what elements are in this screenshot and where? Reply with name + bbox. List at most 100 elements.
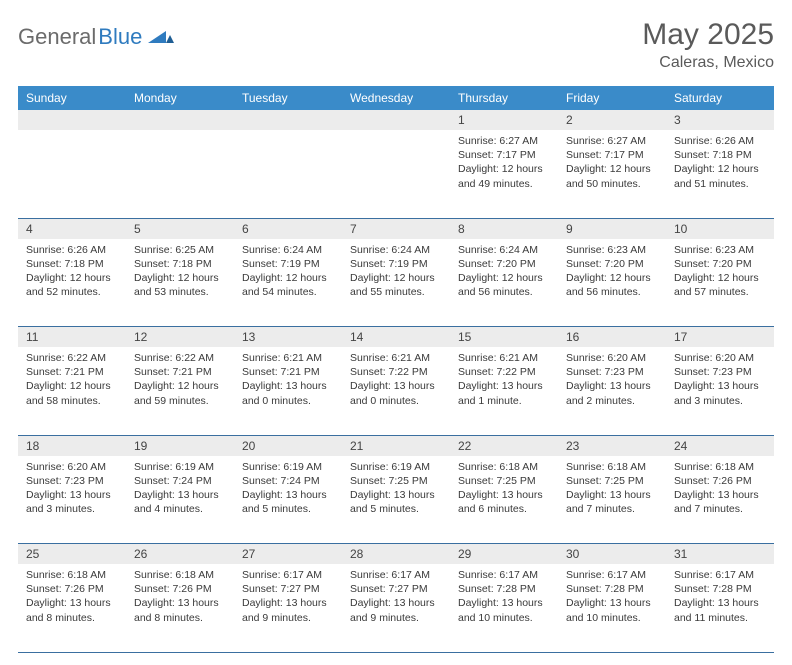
daylight-text: Daylight: 13 hours and 8 minutes.	[134, 596, 226, 624]
day-number-cell: 25	[18, 544, 126, 565]
daylight-text: Daylight: 13 hours and 7 minutes.	[674, 488, 766, 516]
sunset-text: Sunset: 7:25 PM	[458, 474, 550, 488]
daylight-text: Daylight: 12 hours and 55 minutes.	[350, 271, 442, 299]
sunset-text: Sunset: 7:20 PM	[674, 257, 766, 271]
day-details: Sunrise: 6:20 AMSunset: 7:23 PMDaylight:…	[666, 347, 774, 414]
day-details: Sunrise: 6:19 AMSunset: 7:24 PMDaylight:…	[126, 456, 234, 523]
day-cell: Sunrise: 6:17 AMSunset: 7:27 PMDaylight:…	[234, 564, 342, 652]
day-cell: Sunrise: 6:20 AMSunset: 7:23 PMDaylight:…	[18, 456, 126, 544]
sunset-text: Sunset: 7:23 PM	[674, 365, 766, 379]
sunset-text: Sunset: 7:28 PM	[458, 582, 550, 596]
weekday-header: Thursday	[450, 86, 558, 110]
day-details: Sunrise: 6:17 AMSunset: 7:27 PMDaylight:…	[234, 564, 342, 631]
sunset-text: Sunset: 7:17 PM	[458, 148, 550, 162]
sunrise-text: Sunrise: 6:27 AM	[458, 134, 550, 148]
day-number-cell: 9	[558, 218, 666, 239]
daylight-text: Daylight: 13 hours and 5 minutes.	[242, 488, 334, 516]
daylight-text: Daylight: 13 hours and 3 minutes.	[26, 488, 118, 516]
week-row: Sunrise: 6:18 AMSunset: 7:26 PMDaylight:…	[18, 564, 774, 652]
location-label: Caleras, Mexico	[642, 54, 774, 72]
sunset-text: Sunset: 7:19 PM	[350, 257, 442, 271]
sunrise-text: Sunrise: 6:25 AM	[134, 243, 226, 257]
sunset-text: Sunset: 7:24 PM	[242, 474, 334, 488]
daylight-text: Daylight: 13 hours and 0 minutes.	[350, 379, 442, 407]
day-number-cell	[126, 110, 234, 130]
day-cell: Sunrise: 6:18 AMSunset: 7:25 PMDaylight:…	[558, 456, 666, 544]
day-details: Sunrise: 6:18 AMSunset: 7:26 PMDaylight:…	[126, 564, 234, 631]
daylight-text: Daylight: 12 hours and 56 minutes.	[566, 271, 658, 299]
day-number-cell: 3	[666, 110, 774, 130]
title-block: May 2025 Caleras, Mexico	[642, 18, 774, 72]
sunset-text: Sunset: 7:22 PM	[350, 365, 442, 379]
day-cell: Sunrise: 6:20 AMSunset: 7:23 PMDaylight:…	[666, 347, 774, 435]
day-cell: Sunrise: 6:17 AMSunset: 7:28 PMDaylight:…	[558, 564, 666, 652]
day-number-cell: 14	[342, 327, 450, 348]
calendar-table: Sunday Monday Tuesday Wednesday Thursday…	[18, 86, 774, 653]
day-number-cell: 31	[666, 544, 774, 565]
sunrise-text: Sunrise: 6:18 AM	[566, 460, 658, 474]
day-number-cell: 10	[666, 218, 774, 239]
day-number-cell: 6	[234, 218, 342, 239]
day-details: Sunrise: 6:19 AMSunset: 7:24 PMDaylight:…	[234, 456, 342, 523]
day-cell	[18, 130, 126, 218]
daylight-text: Daylight: 13 hours and 10 minutes.	[566, 596, 658, 624]
daylight-text: Daylight: 13 hours and 6 minutes.	[458, 488, 550, 516]
day-cell: Sunrise: 6:19 AMSunset: 7:24 PMDaylight:…	[234, 456, 342, 544]
sunset-text: Sunset: 7:21 PM	[26, 365, 118, 379]
week-row: Sunrise: 6:22 AMSunset: 7:21 PMDaylight:…	[18, 347, 774, 435]
sunrise-text: Sunrise: 6:18 AM	[674, 460, 766, 474]
sunset-text: Sunset: 7:26 PM	[674, 474, 766, 488]
day-details: Sunrise: 6:21 AMSunset: 7:22 PMDaylight:…	[450, 347, 558, 414]
sunrise-text: Sunrise: 6:22 AM	[134, 351, 226, 365]
sunset-text: Sunset: 7:22 PM	[458, 365, 550, 379]
day-details: Sunrise: 6:17 AMSunset: 7:28 PMDaylight:…	[666, 564, 774, 631]
day-number-cell: 30	[558, 544, 666, 565]
day-details: Sunrise: 6:26 AMSunset: 7:18 PMDaylight:…	[18, 239, 126, 306]
day-details: Sunrise: 6:20 AMSunset: 7:23 PMDaylight:…	[18, 456, 126, 523]
day-details: Sunrise: 6:24 AMSunset: 7:19 PMDaylight:…	[234, 239, 342, 306]
sunrise-text: Sunrise: 6:26 AM	[674, 134, 766, 148]
day-cell: Sunrise: 6:26 AMSunset: 7:18 PMDaylight:…	[18, 239, 126, 327]
day-cell	[342, 130, 450, 218]
day-cell: Sunrise: 6:17 AMSunset: 7:28 PMDaylight:…	[666, 564, 774, 652]
sunrise-text: Sunrise: 6:24 AM	[242, 243, 334, 257]
sunrise-text: Sunrise: 6:19 AM	[350, 460, 442, 474]
brand-logo: General Blue	[18, 18, 174, 50]
sunset-text: Sunset: 7:18 PM	[26, 257, 118, 271]
daylight-text: Daylight: 13 hours and 8 minutes.	[26, 596, 118, 624]
daylight-text: Daylight: 13 hours and 1 minute.	[458, 379, 550, 407]
day-number-cell: 8	[450, 218, 558, 239]
day-number-cell: 17	[666, 327, 774, 348]
day-details: Sunrise: 6:27 AMSunset: 7:17 PMDaylight:…	[558, 130, 666, 197]
day-cell: Sunrise: 6:23 AMSunset: 7:20 PMDaylight:…	[666, 239, 774, 327]
sunrise-text: Sunrise: 6:23 AM	[566, 243, 658, 257]
daylight-text: Daylight: 13 hours and 3 minutes.	[674, 379, 766, 407]
sunrise-text: Sunrise: 6:19 AM	[134, 460, 226, 474]
day-number-cell: 22	[450, 435, 558, 456]
sunrise-text: Sunrise: 6:18 AM	[26, 568, 118, 582]
day-details: Sunrise: 6:23 AMSunset: 7:20 PMDaylight:…	[558, 239, 666, 306]
sunrise-text: Sunrise: 6:17 AM	[566, 568, 658, 582]
sunset-text: Sunset: 7:21 PM	[134, 365, 226, 379]
day-number-row: 11121314151617	[18, 327, 774, 348]
day-number-cell: 7	[342, 218, 450, 239]
month-title: May 2025	[642, 18, 774, 52]
sunrise-text: Sunrise: 6:17 AM	[242, 568, 334, 582]
daylight-text: Daylight: 12 hours and 58 minutes.	[26, 379, 118, 407]
weekday-header: Monday	[126, 86, 234, 110]
sunset-text: Sunset: 7:20 PM	[458, 257, 550, 271]
day-cell: Sunrise: 6:21 AMSunset: 7:22 PMDaylight:…	[450, 347, 558, 435]
day-details: Sunrise: 6:27 AMSunset: 7:17 PMDaylight:…	[450, 130, 558, 197]
day-details: Sunrise: 6:18 AMSunset: 7:25 PMDaylight:…	[558, 456, 666, 523]
sunrise-text: Sunrise: 6:17 AM	[350, 568, 442, 582]
day-cell: Sunrise: 6:24 AMSunset: 7:19 PMDaylight:…	[342, 239, 450, 327]
daylight-text: Daylight: 13 hours and 0 minutes.	[242, 379, 334, 407]
day-details: Sunrise: 6:24 AMSunset: 7:19 PMDaylight:…	[342, 239, 450, 306]
day-number-cell: 27	[234, 544, 342, 565]
sunset-text: Sunset: 7:26 PM	[134, 582, 226, 596]
day-details: Sunrise: 6:18 AMSunset: 7:26 PMDaylight:…	[666, 456, 774, 523]
sunrise-text: Sunrise: 6:27 AM	[566, 134, 658, 148]
day-cell: Sunrise: 6:18 AMSunset: 7:26 PMDaylight:…	[18, 564, 126, 652]
weekday-header: Saturday	[666, 86, 774, 110]
daylight-text: Daylight: 12 hours and 59 minutes.	[134, 379, 226, 407]
